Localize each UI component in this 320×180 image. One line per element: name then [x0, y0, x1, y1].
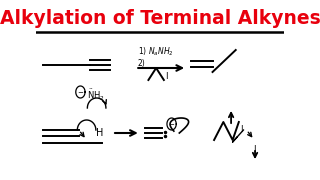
Text: H: H: [96, 128, 103, 138]
Text: 1) $\mathit{N_aNH_2}$: 1) $\mathit{N_aNH_2}$: [138, 46, 173, 58]
Text: $\ddot{\rm N}$H$_2$: $\ddot{\rm N}$H$_2$: [87, 87, 104, 103]
Text: Alkylation of Terminal Alkynes: Alkylation of Terminal Alkynes: [0, 8, 320, 28]
Text: I: I: [240, 125, 243, 134]
Text: −: −: [77, 90, 83, 96]
Text: 2): 2): [138, 59, 145, 68]
Text: I: I: [165, 71, 168, 80]
Text: I: I: [253, 145, 255, 154]
Text: −: −: [169, 122, 174, 128]
